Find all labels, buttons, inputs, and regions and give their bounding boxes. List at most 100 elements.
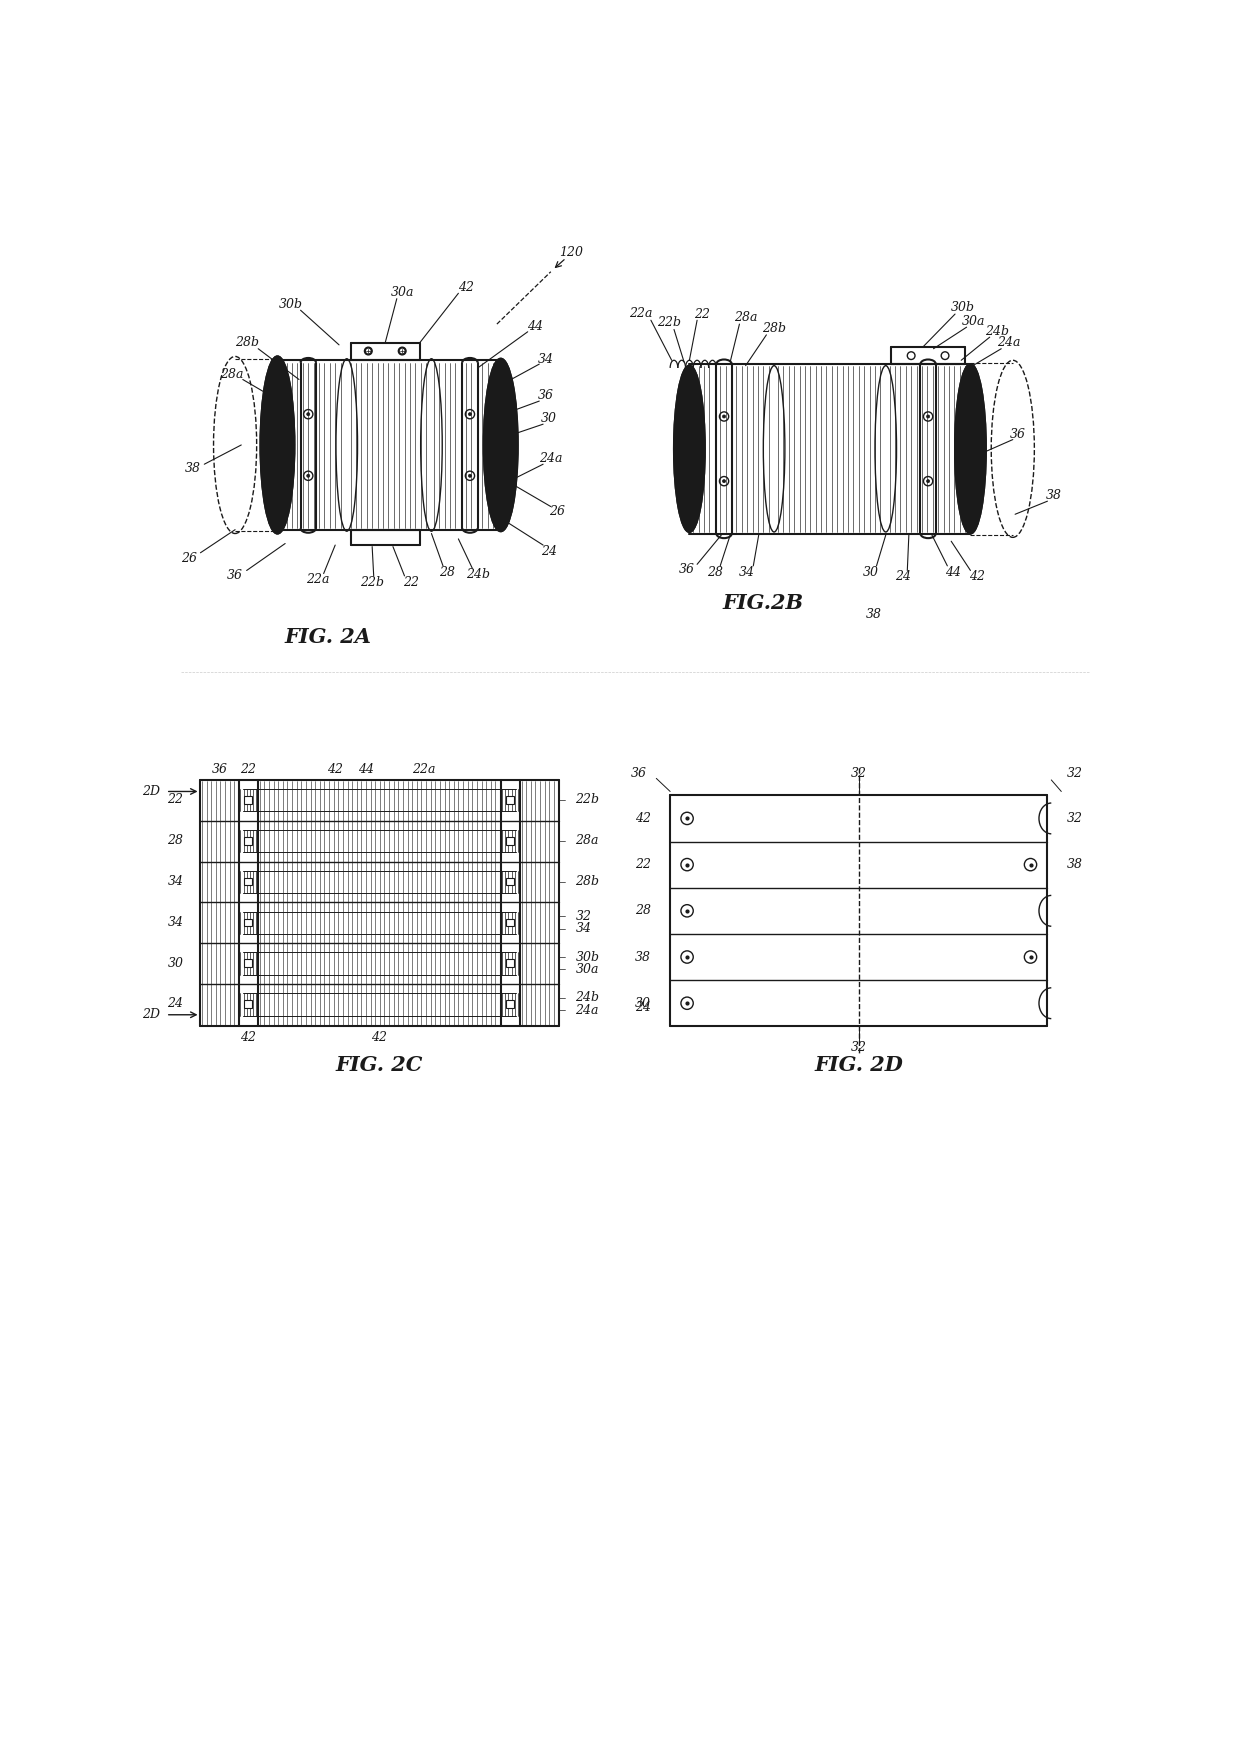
Text: 34: 34 — [167, 876, 184, 888]
Text: 32: 32 — [851, 767, 867, 781]
Text: 24: 24 — [541, 545, 557, 559]
Text: 42: 42 — [327, 763, 343, 776]
Text: 22: 22 — [167, 793, 184, 807]
Text: 44: 44 — [945, 566, 961, 578]
Text: 28: 28 — [439, 566, 455, 578]
Circle shape — [306, 413, 310, 415]
Text: 38: 38 — [1045, 489, 1061, 501]
Text: 32: 32 — [1066, 812, 1083, 825]
Text: 32: 32 — [851, 1042, 867, 1054]
Text: 22a: 22a — [629, 306, 652, 320]
Text: 22: 22 — [694, 308, 711, 320]
Text: 22: 22 — [241, 763, 257, 776]
Text: 36: 36 — [680, 564, 696, 576]
Circle shape — [926, 480, 930, 483]
Text: 28b: 28b — [575, 876, 599, 888]
Text: FIG. 2C: FIG. 2C — [335, 1054, 423, 1075]
Text: 30b: 30b — [279, 298, 303, 310]
Text: 38: 38 — [867, 608, 882, 622]
Bar — [244, 837, 252, 844]
Circle shape — [469, 475, 471, 478]
Text: 22a: 22a — [412, 763, 435, 776]
Text: 28: 28 — [635, 904, 651, 918]
Bar — [244, 1000, 252, 1009]
Text: 32: 32 — [1066, 767, 1083, 781]
Text: 28: 28 — [707, 566, 723, 578]
Text: 38: 38 — [635, 951, 651, 963]
Bar — [506, 919, 513, 926]
Text: FIG. 2D: FIG. 2D — [815, 1054, 903, 1075]
Circle shape — [723, 415, 725, 418]
Bar — [506, 1000, 513, 1009]
Bar — [506, 960, 513, 967]
Text: 42: 42 — [968, 571, 985, 583]
Text: 24a: 24a — [997, 336, 1021, 348]
Text: 22a: 22a — [306, 573, 330, 587]
Text: 44: 44 — [358, 763, 374, 776]
Bar — [506, 837, 513, 844]
Text: 42: 42 — [458, 280, 474, 294]
Text: 28b: 28b — [236, 336, 259, 348]
Circle shape — [469, 413, 471, 415]
Text: 28a: 28a — [734, 312, 758, 324]
Bar — [244, 919, 252, 926]
Text: 30: 30 — [541, 411, 557, 425]
Text: 28: 28 — [167, 833, 184, 847]
Text: 36: 36 — [212, 763, 228, 776]
Text: 24a: 24a — [575, 1003, 599, 1017]
Text: 32: 32 — [575, 911, 591, 923]
Text: 24b: 24b — [986, 324, 1009, 338]
Text: 38: 38 — [1066, 858, 1083, 870]
Text: 36: 36 — [537, 389, 553, 403]
Text: 30: 30 — [862, 566, 878, 578]
Text: 24a: 24a — [539, 452, 563, 466]
Bar — [244, 877, 252, 886]
Circle shape — [723, 480, 725, 483]
Text: 2D: 2D — [143, 1009, 160, 1021]
Ellipse shape — [955, 364, 986, 534]
Circle shape — [926, 415, 930, 418]
Text: 34: 34 — [739, 566, 755, 578]
Ellipse shape — [675, 366, 704, 532]
Text: 26: 26 — [549, 506, 565, 518]
Text: 42: 42 — [635, 812, 651, 825]
Text: 24: 24 — [895, 571, 910, 583]
Ellipse shape — [484, 359, 517, 531]
Text: 24b: 24b — [575, 991, 599, 1005]
Text: 34: 34 — [537, 354, 553, 366]
Text: 44: 44 — [527, 320, 543, 333]
Text: 24: 24 — [635, 1000, 651, 1014]
Text: 30a: 30a — [575, 963, 599, 975]
Text: 22b: 22b — [575, 793, 599, 807]
Text: 30b: 30b — [951, 301, 975, 315]
Text: 36: 36 — [227, 569, 243, 583]
Text: 38: 38 — [185, 462, 201, 475]
Text: 30b: 30b — [575, 951, 599, 963]
Text: 34: 34 — [575, 923, 591, 935]
Bar — [506, 877, 513, 886]
Bar — [244, 797, 252, 804]
Text: 42: 42 — [241, 1031, 257, 1044]
Text: 28a: 28a — [575, 833, 599, 847]
Text: 24: 24 — [167, 998, 184, 1010]
Text: 28a: 28a — [221, 368, 244, 380]
Text: 22b: 22b — [657, 315, 681, 329]
Text: 2D: 2D — [143, 784, 160, 798]
Text: 42: 42 — [371, 1031, 387, 1044]
Text: 36: 36 — [631, 767, 647, 781]
Text: FIG. 2A: FIG. 2A — [284, 627, 371, 648]
Text: 24b: 24b — [466, 567, 490, 581]
Text: 30: 30 — [167, 956, 184, 970]
Text: 26: 26 — [181, 552, 197, 564]
Text: 22b: 22b — [360, 576, 384, 588]
Text: 34: 34 — [167, 916, 184, 928]
Text: 22: 22 — [635, 858, 651, 870]
Text: 28b: 28b — [763, 322, 786, 334]
Text: 30a: 30a — [962, 315, 986, 327]
Ellipse shape — [260, 357, 294, 534]
Text: 22: 22 — [403, 576, 419, 588]
Text: 36: 36 — [1011, 427, 1027, 441]
Text: 120: 120 — [559, 245, 584, 259]
Text: 30a: 30a — [391, 285, 414, 299]
Text: FIG.2B: FIG.2B — [722, 594, 804, 613]
